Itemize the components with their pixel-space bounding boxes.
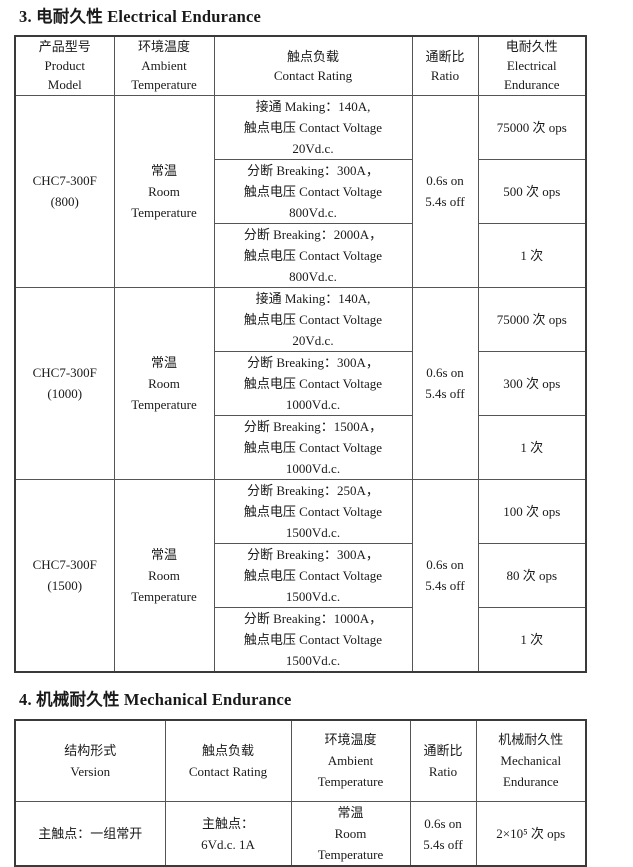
header-contact-rating: 触点负载 Contact Rating [214,36,412,95]
product-model-cell: CHC7-300F (1500) [15,479,114,672]
ambient-temperature-cell: 常温 Room Temperature [114,287,214,479]
contact-rating-cell: 分断 Breaking：2000A， 触点电压 Contact Voltage … [214,223,412,287]
product-model-cell: CHC7-300F (800) [15,95,114,287]
contact-rating-cell: 接通 Making：140A, 触点电压 Contact Voltage 20V… [214,287,412,351]
endurance-cell: 1 次 [478,223,586,287]
endurance-cell: 100 次 ops [478,479,586,543]
endurance-cell: 1 次 [478,415,586,479]
ambient-temperature-cell: 常温 Room Temperature [114,479,214,672]
header-ambient-temperature: 环境温度 Ambient Temperature [291,720,410,802]
contact-rating-cell: 分断 Breaking：300A， 触点电压 Contact Voltage 1… [214,351,412,415]
table-row: CHC7-300F (1500) 常温 Room Temperature 分断 … [15,479,586,543]
endurance-cell: 1 次 [478,607,586,672]
header-product-model: 产品型号 Product Model [15,36,114,95]
ratio-cell: 0.6s on 5.4s off [412,287,478,479]
table-row: CHC7-300F (800) 常温 Room Temperature 接通 M… [15,95,586,159]
header-contact-rating: 触点负载 Contact Rating [165,720,291,802]
table-row: CHC7-300F (1000) 常温 Room Temperature 接通 … [15,287,586,351]
header-version: 结构形式 Version [15,720,165,802]
endurance-cell: 2×10⁵ 次 ops [476,802,586,867]
header-mechanical-endurance: 机械耐久性 Mechanical Endurance [476,720,586,802]
endurance-cell: 75000 次 ops [478,95,586,159]
electrical-endurance-table: 产品型号 Product Model 环境温度 Ambient Temperat… [14,35,587,673]
contact-rating-cell: 主触点： 6Vd.c. 1A [165,802,291,867]
table-row: 主触点：一组常开 主触点： 6Vd.c. 1A 常温 Room Temperat… [15,802,586,867]
ratio-cell: 0.6s on 5.4s off [410,802,476,867]
contact-rating-cell: 分断 Breaking：300A， 触点电压 Contact Voltage 8… [214,159,412,223]
product-model-cell: CHC7-300F (1000) [15,287,114,479]
endurance-cell: 75000 次 ops [478,287,586,351]
ratio-cell: 0.6s on 5.4s off [412,479,478,672]
mechanical-endurance-table: 结构形式 Version 触点负载 Contact Rating 环境温度 Am… [14,719,587,867]
endurance-cell: 300 次 ops [478,351,586,415]
contact-rating-cell: 接通 Making：140A, 触点电压 Contact Voltage 20V… [214,95,412,159]
contact-rating-cell: 分断 Breaking：300A， 触点电压 Contact Voltage 1… [214,543,412,607]
header-ratio: 通断比 Ratio [410,720,476,802]
endurance-cell: 80 次 ops [478,543,586,607]
header-electrical-endurance: 电耐久性 Electrical Endurance [478,36,586,95]
table-header-row: 结构形式 Version 触点负载 Contact Rating 环境温度 Am… [15,720,586,802]
ambient-temperature-cell: 常温 Room Temperature [291,802,410,867]
contact-rating-cell: 分断 Breaking：1500A， 触点电压 Contact Voltage … [214,415,412,479]
ratio-cell: 0.6s on 5.4s off [412,95,478,287]
version-cell: 主触点：一组常开 [15,802,165,867]
endurance-cell: 500 次 ops [478,159,586,223]
table-header-row: 产品型号 Product Model 环境温度 Ambient Temperat… [15,36,586,95]
section-title-electrical-endurance: 3. 电耐久性 Electrical Endurance [19,3,633,27]
header-ambient-temperature: 环境温度 Ambient Temperature [114,36,214,95]
contact-rating-cell: 分断 Breaking：1000A， 触点电压 Contact Voltage … [214,607,412,672]
header-ratio: 通断比 Ratio [412,36,478,95]
ambient-temperature-cell: 常温 Room Temperature [114,95,214,287]
section-title-mechanical-endurance: 4. 机械耐久性 Mechanical Endurance [19,686,633,710]
contact-rating-cell: 分断 Breaking：250A， 触点电压 Contact Voltage 1… [214,479,412,543]
